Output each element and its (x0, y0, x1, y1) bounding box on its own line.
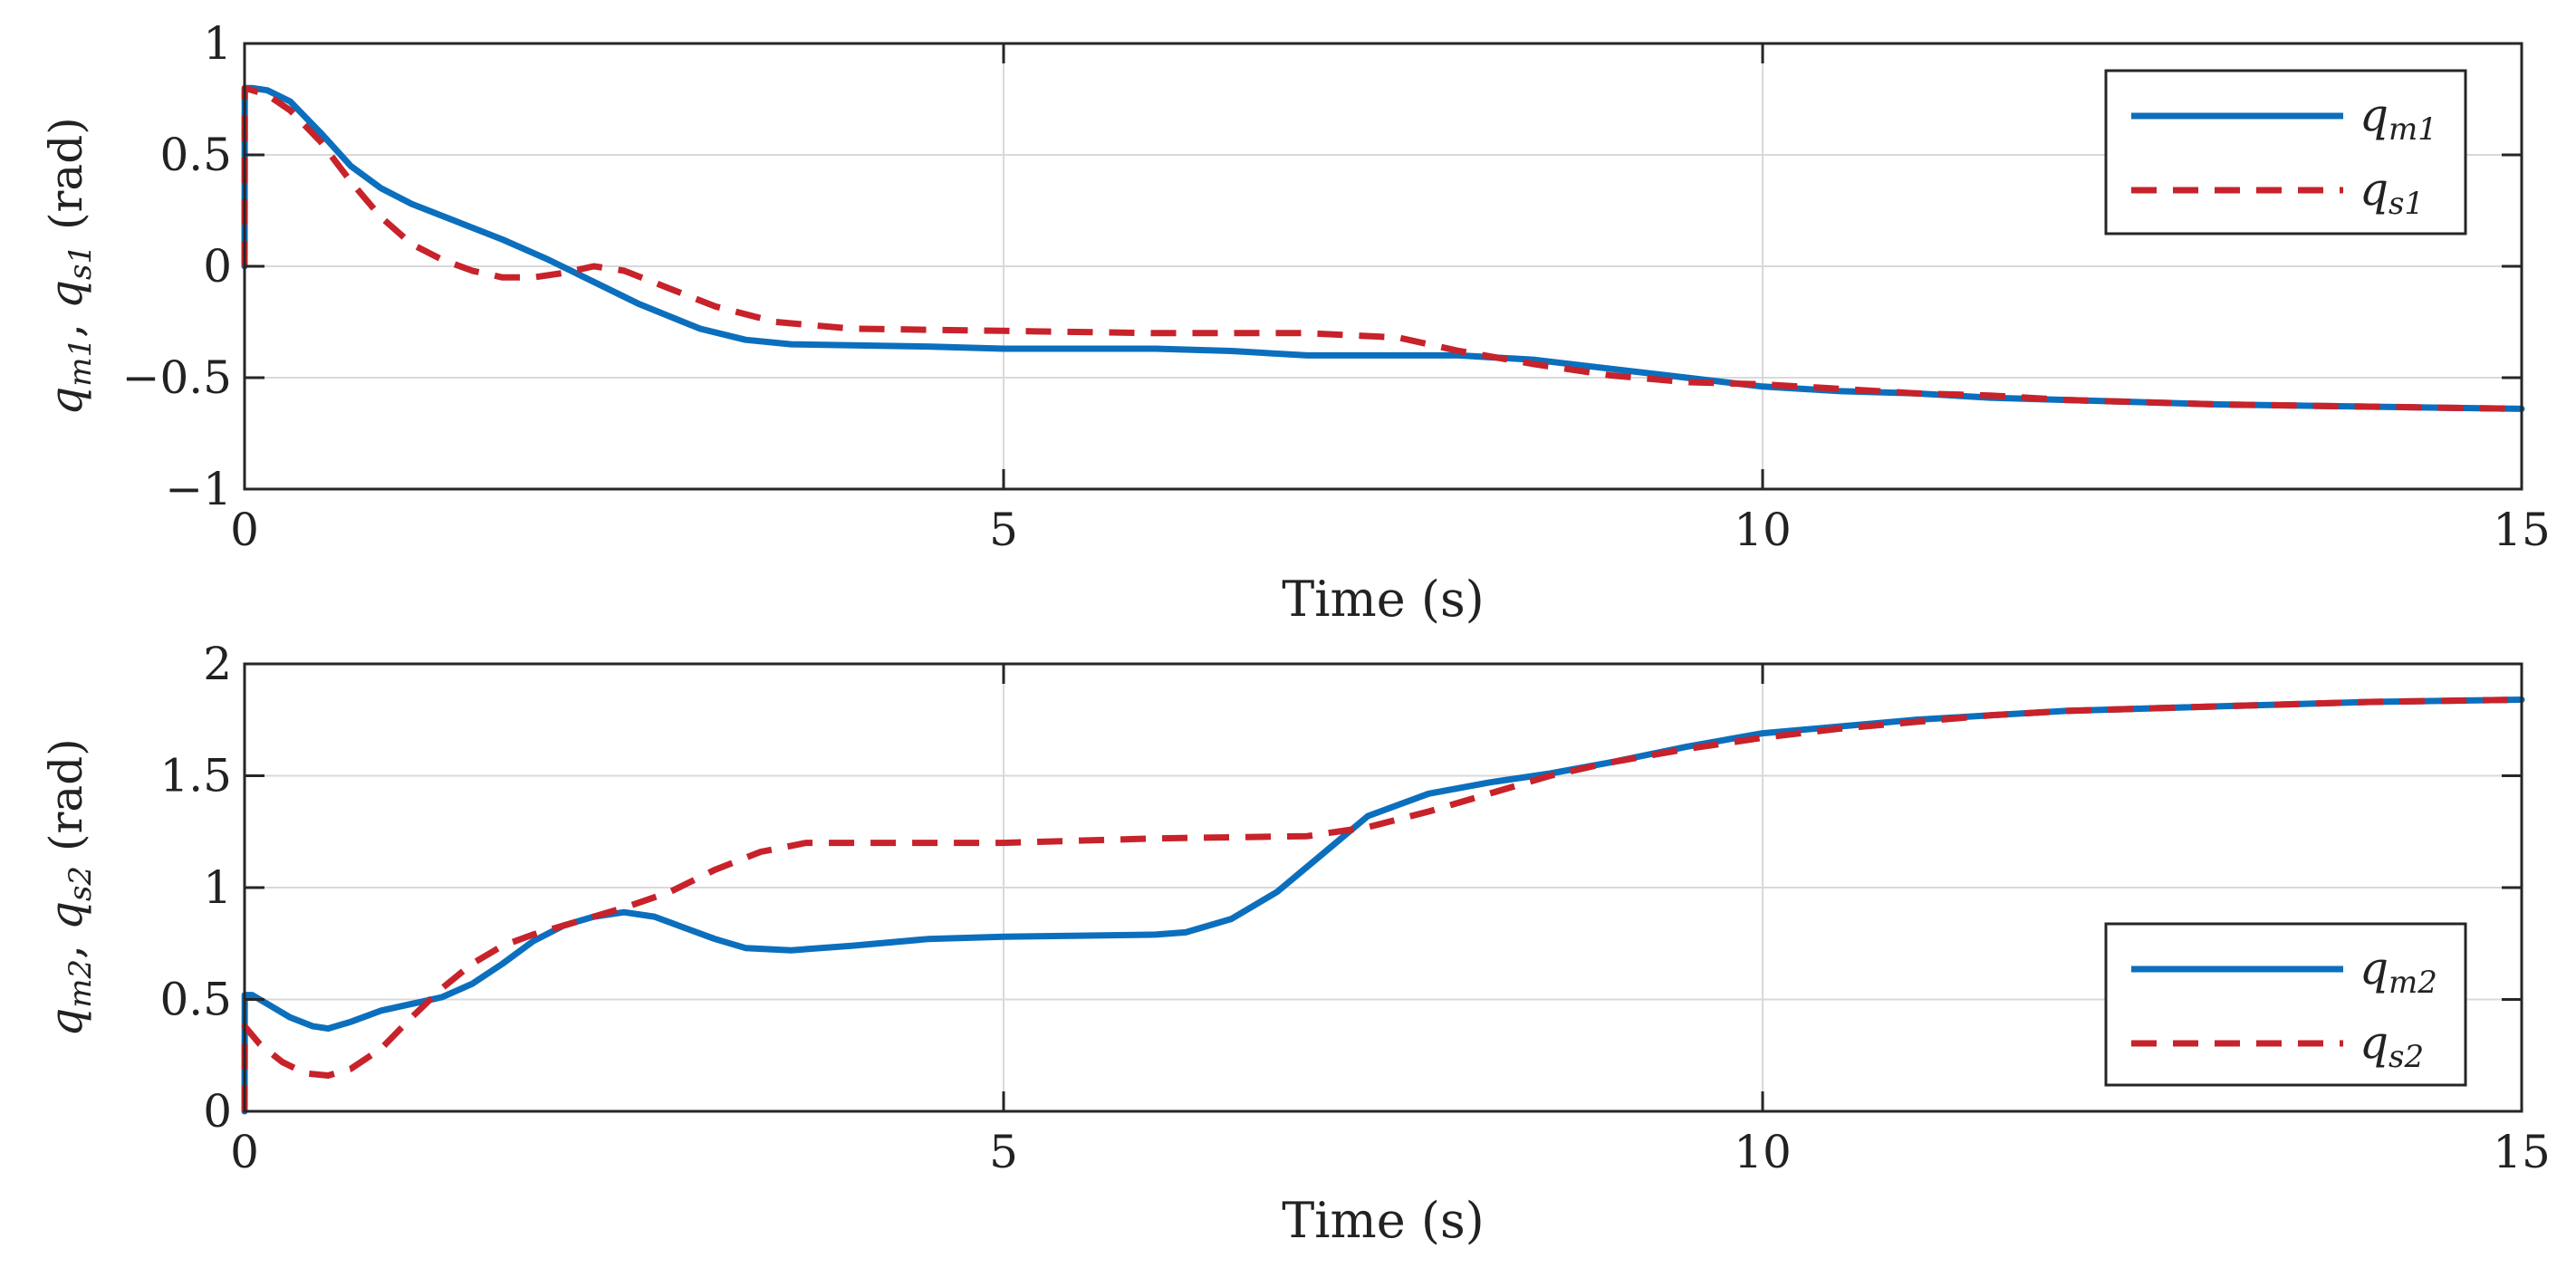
y-axis-title: qm2, qs2 (rad) (40, 738, 99, 1036)
series-line-qs2 (241, 696, 2523, 1112)
y-axis-title-part: m2 (62, 959, 99, 1008)
legend-subscript: s1 (2389, 186, 2424, 222)
y-tick-label: 0.5 (159, 129, 232, 181)
legend-symbol: q (2360, 89, 2389, 141)
y-tick-label: 1.5 (159, 750, 232, 802)
y-tick-label: 0.5 (159, 974, 232, 1026)
x-axis-title: Time (s) (1282, 1192, 1484, 1249)
y-axis-title-part: (rad) (40, 117, 92, 230)
legend-symbol: q (2360, 942, 2389, 994)
y-axis-title-part: m1 (62, 338, 99, 387)
y-axis-title: qm1, qs1 (rad) (40, 117, 99, 415)
series-line-qm2 (241, 696, 2525, 1115)
legend-label-qm1: qm1 (2360, 89, 2437, 148)
y-tick-label: −0.5 (122, 351, 232, 404)
legend-label-qs2: qs2 (2360, 1016, 2424, 1075)
legend-subscript: m2 (2389, 965, 2437, 1001)
legend-subscript: m1 (2389, 111, 2437, 148)
x-tick-label: 5 (989, 504, 1018, 556)
y-axis-title-part: q (40, 1008, 92, 1037)
y-axis-title-part: q (40, 387, 92, 416)
y-tick-label: 1 (203, 861, 232, 914)
legend-symbol: q (2360, 1016, 2389, 1069)
y-tick-label: −1 (165, 463, 232, 515)
x-tick-label: 0 (230, 504, 259, 556)
legend-box (2104, 69, 2467, 235)
x-tick-label: 0 (230, 1126, 259, 1178)
y-axis-title-part: s1 (62, 245, 99, 280)
x-tick-label: 15 (2493, 1126, 2551, 1178)
x-tick-label: 10 (1734, 504, 1792, 556)
legend-symbol: q (2360, 163, 2389, 216)
legend-subscript: s2 (2389, 1039, 2424, 1075)
x-tick-label: 5 (989, 1126, 1018, 1178)
legend-label-qm2: qm2 (2360, 942, 2437, 1001)
y-tick-label: 2 (203, 638, 232, 690)
x-tick-label: 10 (1734, 1126, 1792, 1178)
legend-label-qs1: qs1 (2360, 163, 2424, 222)
y-axis-title-part: q (40, 280, 92, 309)
series-line-qs1 (241, 84, 2523, 412)
y-axis-title-part: (rad) (40, 738, 92, 851)
y-axis-title-part: s2 (62, 866, 99, 901)
y-tick-label: 0 (203, 240, 232, 293)
y-axis-title-part: q (40, 901, 92, 930)
legend-box (2104, 922, 2467, 1087)
y-tick-label: 1 (203, 17, 232, 70)
x-tick-label: 15 (2493, 504, 2551, 556)
x-axis-title: Time (s) (1282, 571, 1484, 628)
y-tick-label: 0 (203, 1085, 232, 1138)
